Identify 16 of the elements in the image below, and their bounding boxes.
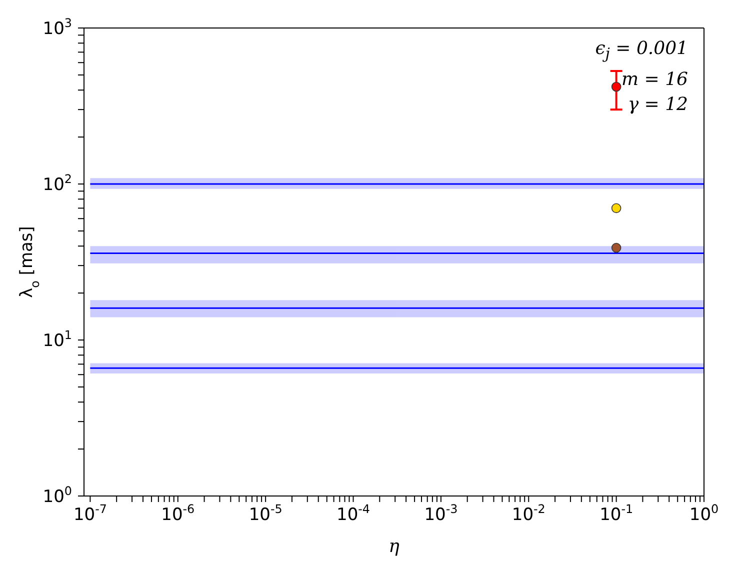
y-tick-label: 10$^{0}$ bbox=[42, 484, 72, 507]
x-tick-label: 10$^{-1}$ bbox=[600, 502, 634, 525]
x-tick-label: 10$^{-4}$ bbox=[336, 502, 370, 525]
x-axis-title: η bbox=[388, 536, 400, 557]
x-tick-label: 10$^{-7}$ bbox=[73, 502, 107, 525]
y-tick-label: 10$^{2}$ bbox=[42, 172, 72, 195]
x-tick-label: 10$^{-3}$ bbox=[424, 502, 458, 525]
x-tick-label: 10$^{0}$ bbox=[689, 502, 719, 525]
x-tick-label: 10$^{-6}$ bbox=[161, 502, 195, 525]
annotation: ϵ$_{j}$ = 0.001 bbox=[595, 37, 688, 65]
y-tick-label: 10$^{3}$ bbox=[42, 16, 72, 39]
y-tick-label: 10$^{1}$ bbox=[42, 328, 72, 351]
annotation: γ = 12 bbox=[626, 92, 688, 117]
x-tick-label: 10$^{-2}$ bbox=[512, 502, 546, 525]
annotation: m = 16 bbox=[620, 68, 688, 92]
x-tick-label: 10$^{-5}$ bbox=[248, 502, 282, 525]
